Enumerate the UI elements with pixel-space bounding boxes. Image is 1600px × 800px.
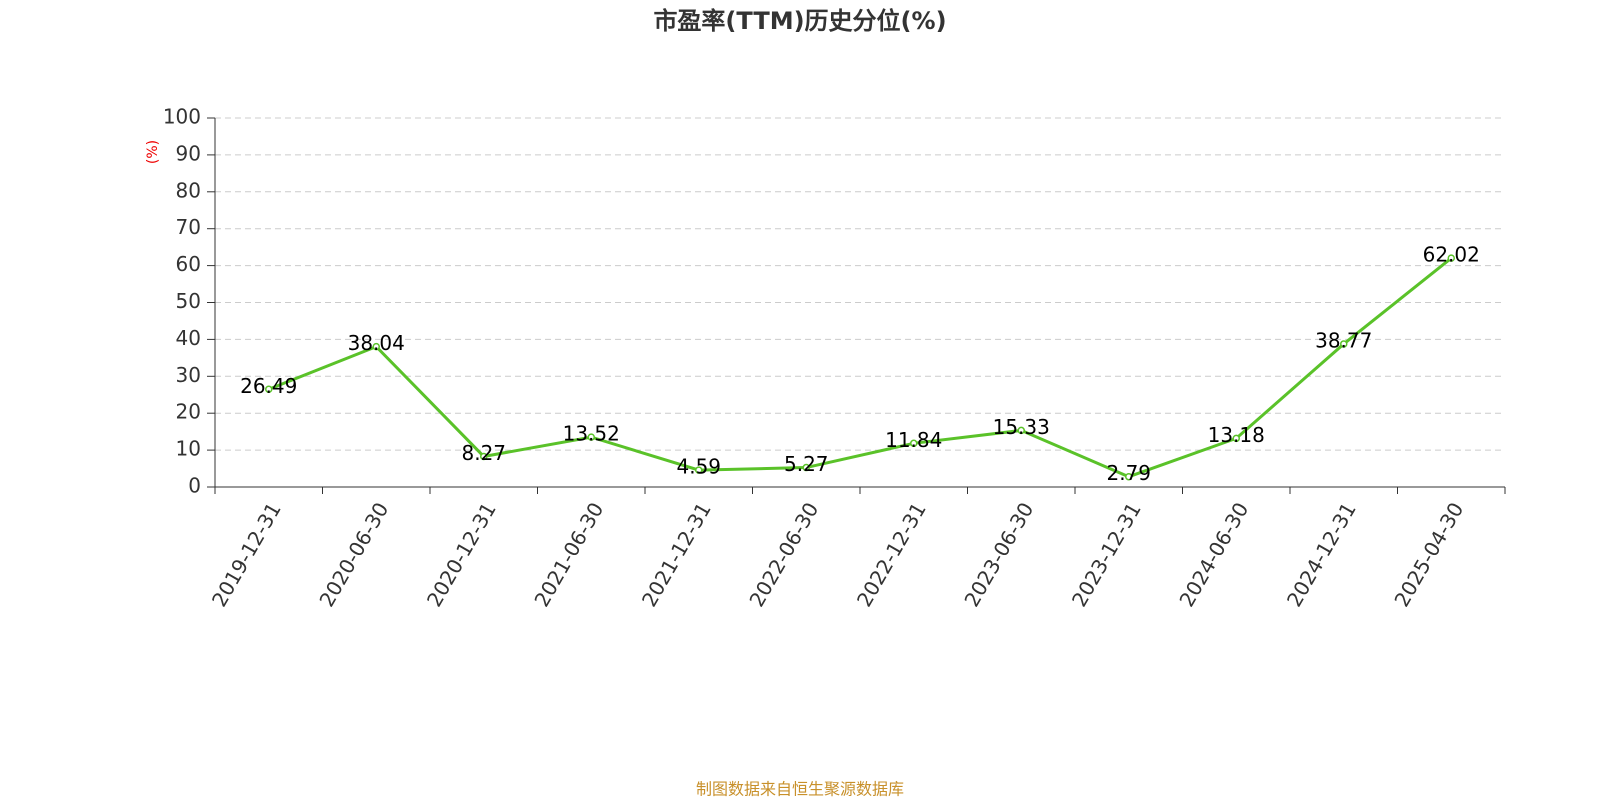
x-tick-label: 2021-06-30 [529,498,608,611]
point [480,452,488,461]
source-note: 制图数据来自恒生聚源数据库 [696,780,904,799]
data-label: 13.18 [1208,423,1265,447]
data-label: 38.77 [1315,328,1372,352]
y-tick-label: 10 [176,437,201,461]
x-tick-label: 2022-06-30 [744,498,823,611]
y-tick-label: 0 [188,474,201,498]
point [1125,472,1133,481]
x-tick-label: 2023-12-31 [1067,498,1146,611]
point [1340,340,1348,348]
data-label: 62.02 [1423,243,1480,267]
x-tick-label: 2020-12-31 [422,498,501,611]
data-label: 5.27 [784,452,829,476]
y-tick-label: 20 [176,400,201,424]
point [587,433,595,441]
y-tick-label: 70 [176,215,201,239]
y-tick-label: 40 [176,326,201,350]
x-tick-label: 2021-12-31 [637,498,716,611]
y-tick-label: 30 [176,363,201,387]
chart-title: 市盈率(TTM)历史分位(%) [653,7,946,35]
y-axis-label: (%) [145,140,161,164]
data-label: 2.79 [1106,461,1151,485]
series-line [268,256,1453,479]
x-tick-label: 2019-12-31 [207,498,286,611]
point [802,463,810,472]
data-label: 26.49 [240,374,297,398]
data-label: 38.04 [348,331,405,355]
point [910,439,918,448]
x-tick-label: 2025-04-30 [1389,498,1468,611]
y-tick-label: 50 [176,289,201,313]
data-label: 8.27 [461,441,506,465]
point [265,385,273,394]
x-tick-label: 2024-06-30 [1174,498,1253,611]
y-tick-label: 60 [176,252,201,276]
point [1232,434,1240,443]
data-label: 13.52 [563,422,620,446]
x-tick-label: 2022-12-31 [852,498,931,611]
y-tick-label: 100 [163,105,201,129]
data-label: 4.59 [676,455,721,479]
x-tick-label: 2023-06-30 [959,498,1038,611]
data-label: 15.33 [993,415,1050,439]
x-tick-label: 2024-12-31 [1282,498,1361,611]
point [695,466,703,474]
x-tick-label: 2020-06-30 [314,498,393,611]
point [1017,426,1025,435]
point [372,342,380,351]
point [1447,254,1455,262]
data-label: 11.84 [885,428,942,452]
y-tick-label: 80 [176,178,201,202]
y-tick-label: 90 [176,141,201,165]
